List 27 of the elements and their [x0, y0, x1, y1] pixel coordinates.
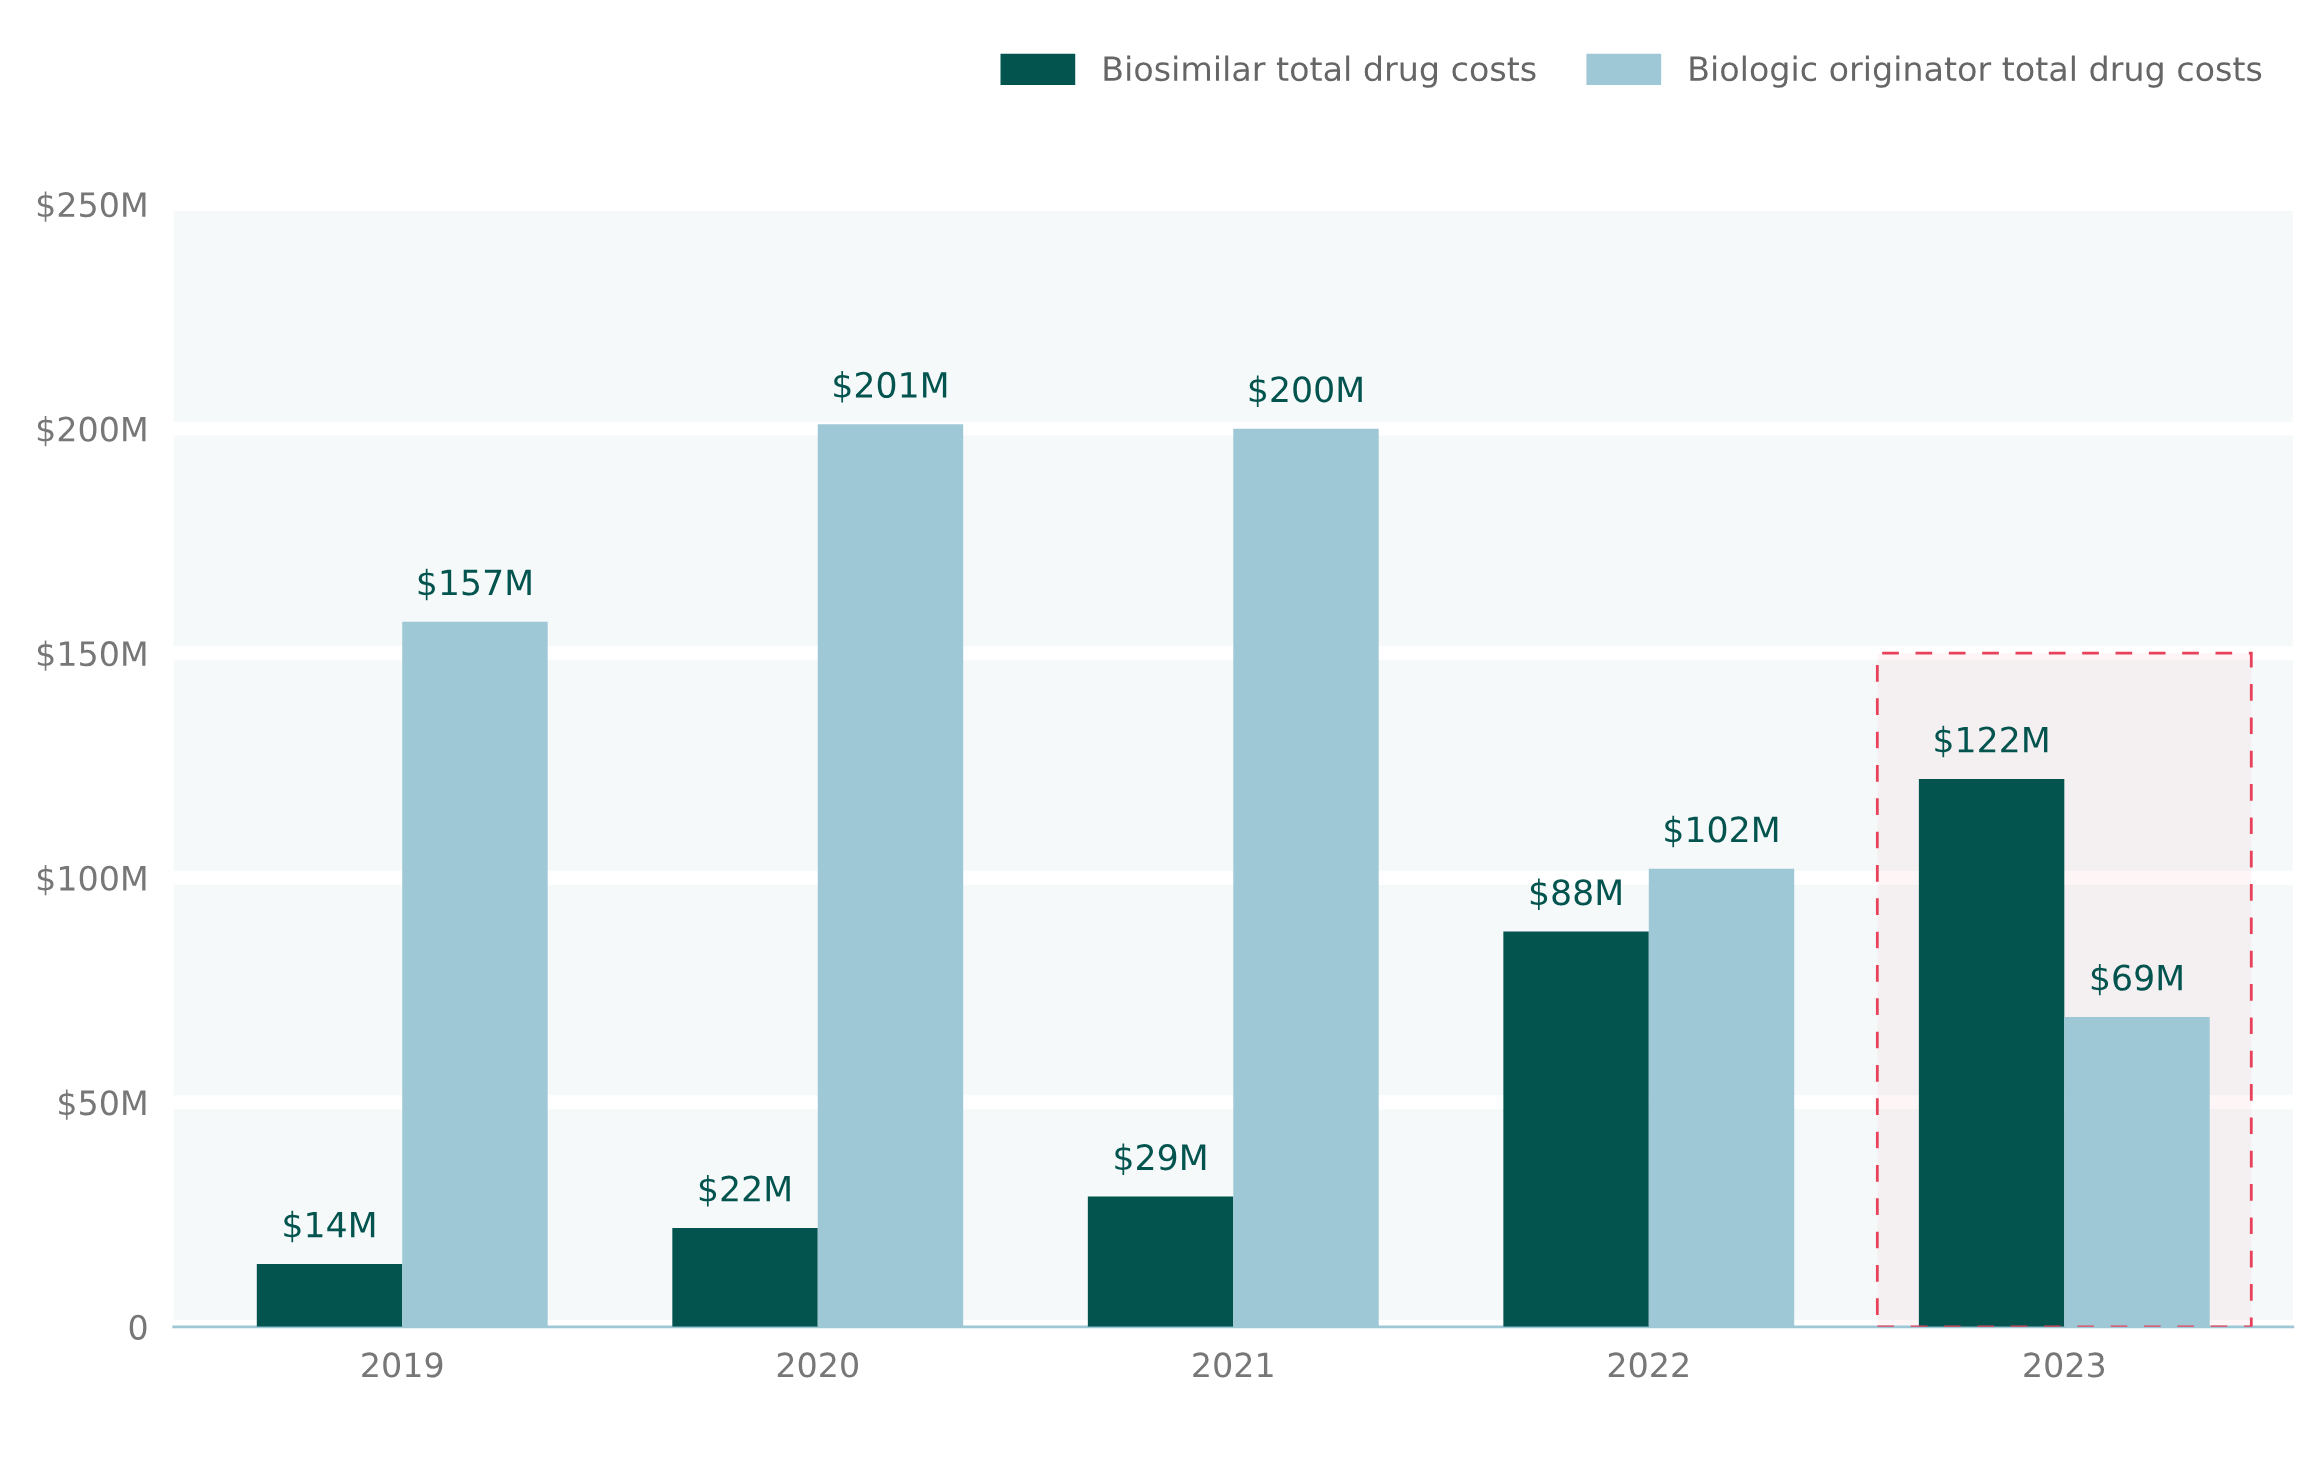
data-label: $157M	[418, 568, 531, 601]
x-tick-label: 2019	[362, 1352, 443, 1378]
bar	[1503, 931, 1649, 1327]
data-label: $69M	[2091, 963, 2182, 996]
y-tick-label: $200M	[37, 415, 146, 447]
legend-label: Biosimilar total drug costs	[1104, 55, 1536, 88]
data-label: $102M	[1665, 815, 1778, 848]
data-label: $88M	[1530, 878, 1621, 911]
data-label: $29M	[1115, 1143, 1206, 1175]
bar	[672, 1227, 818, 1327]
x-tick-label: 2021	[1193, 1352, 1273, 1378]
x-tick-label: 2023	[2024, 1352, 2105, 1378]
y-tick-label: 0	[129, 1314, 147, 1340]
bar	[1087, 1196, 1234, 1327]
x-tick-label: 2022	[1608, 1352, 1688, 1378]
y-tick-label: $50M	[59, 1089, 146, 1120]
bar	[256, 1263, 403, 1327]
legend-label: Biologic originator total drug costs	[1690, 55, 2262, 88]
x-tick-label: 2020	[777, 1352, 858, 1378]
data-label: $22M	[699, 1174, 790, 1207]
data-label: $14M	[284, 1210, 375, 1243]
data-label: $122M	[1935, 725, 2048, 758]
y-tick-label: $250M	[37, 191, 146, 222]
data-label: $201M	[834, 371, 947, 403]
y-tick-label: $150M	[37, 640, 146, 671]
y-tick-label: $100M	[37, 865, 146, 896]
data-label: $200M	[1249, 375, 1362, 408]
